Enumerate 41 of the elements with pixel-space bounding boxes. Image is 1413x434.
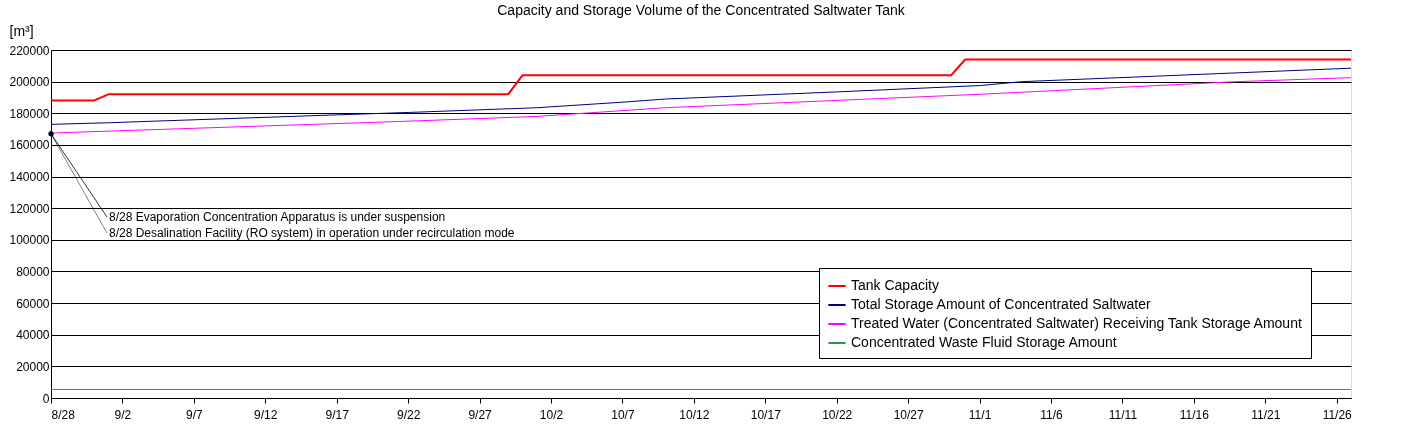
x-tick-label: 10/7 [611, 407, 635, 422]
x-tick-label: 11/26 [1322, 407, 1353, 422]
y-tick-label: 0 [42, 391, 50, 406]
y-tick-label: 220000 [9, 43, 50, 58]
x-tick-label: 11/11 [1108, 407, 1138, 422]
y-tick-label: 40000 [16, 328, 50, 343]
x-tick-label: 9/27 [468, 407, 493, 422]
y-tick-label: 180000 [9, 106, 50, 121]
y-tick-label: 140000 [9, 170, 50, 185]
y-tick-label: 160000 [9, 138, 50, 153]
legend-label: Tank Capacity [851, 277, 939, 293]
y-tick-label: 120000 [9, 201, 50, 216]
x-tick-label: 8/28 [51, 407, 76, 422]
annotation: 8/28 Desalination Facility (RO system) in operation under recirculation mode [109, 226, 515, 240]
chart-title: Capacity and Storage Volume of the Concentrated Saltwater Tank [497, 2, 906, 18]
y-tick-label: 80000 [16, 264, 50, 279]
y-tick-label: 20000 [16, 359, 50, 374]
x-tick-label: 11/6 [1040, 407, 1064, 422]
y-tick-label: 200000 [9, 75, 50, 90]
x-tick-label: 10/22 [822, 407, 853, 422]
y-tick-label: 100000 [9, 233, 50, 248]
x-tick-label: 10/17 [750, 407, 782, 422]
x-tick-label: 11/16 [1179, 407, 1210, 422]
x-tick-label: 9/7 [186, 407, 204, 422]
x-tick-label: 9/22 [396, 407, 421, 422]
x-tick-label: 10/2 [539, 407, 564, 422]
line-series [51, 67, 1351, 125]
x-tick-label: 9/17 [325, 407, 350, 422]
x-tick-label: 11/1 [968, 407, 992, 422]
y-tick-label: 60000 [16, 296, 50, 311]
x-tick-label: 9/12 [254, 407, 278, 422]
legend-label: Treated Water (Concentrated Saltwater) Receiving Tank Storage Amount [851, 315, 1302, 331]
x-tick-label: 10/27 [893, 407, 924, 422]
line-series [51, 58, 1351, 102]
legend-label: Concentrated Waste Fluid Storage Amount [851, 334, 1117, 350]
legend-label: Total Storage Amount of Concentrated Saltwater [851, 296, 1151, 312]
x-tick-label: 10/12 [679, 407, 710, 422]
x-tick-label: 11/21 [1251, 407, 1281, 422]
annotation: 8/28 Evaporation Concentration Apparatus is under suspension [109, 210, 446, 224]
y-axis-title: [m³] [9, 22, 34, 39]
x-tick-label: 9/2 [114, 407, 132, 422]
